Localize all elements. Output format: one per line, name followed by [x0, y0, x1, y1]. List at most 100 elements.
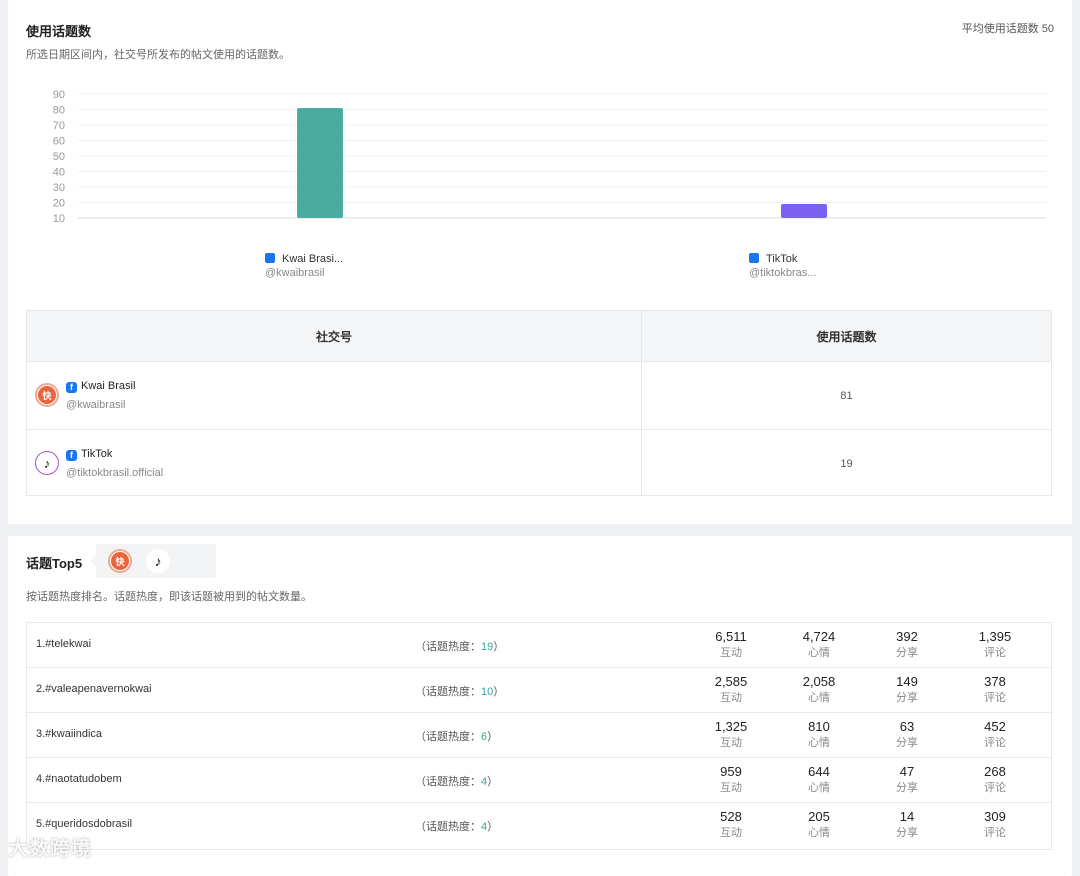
account-switcher: 快 ♪	[90, 544, 216, 578]
hashtag-count-value: 81	[840, 389, 853, 402]
metric-cell: 1,395 评论	[955, 629, 1035, 661]
metric-value: 1,395	[978, 629, 1012, 644]
metric-cell: 268 评论	[955, 764, 1035, 796]
metric-label: 评论	[984, 692, 1006, 704]
topic-name[interactable]: 5.#queridosdobrasil	[36, 818, 133, 830]
metric-cell: 959 互动	[691, 764, 771, 796]
account-name[interactable]: Kwai Brasil	[81, 380, 136, 392]
hashtag-count-value: 19	[840, 457, 853, 470]
section-title: 使用话题数	[26, 24, 92, 39]
account-handle: @tiktokbrasil.official	[66, 467, 164, 479]
metric-label: 心情	[808, 737, 830, 749]
account-handle: @kwaibrasil	[66, 399, 126, 411]
metric-label: 互动	[720, 827, 742, 839]
accounts-table: 社交号 使用话题数 快 f Kwai Brasil @kwaibrasil 81 …	[26, 310, 1052, 497]
metric-cell: 528 互动	[691, 809, 771, 841]
topic-name[interactable]: 3.#kwaiindica	[36, 728, 103, 740]
metric-value: 47	[899, 764, 915, 779]
topic-heat: （话题热度：4）	[415, 821, 499, 833]
metric-value: 528	[720, 809, 742, 824]
bar[interactable]	[297, 107, 343, 218]
y-tick-label: 70	[53, 120, 65, 132]
metric-label: 评论	[984, 647, 1006, 659]
metric-label: 分享	[896, 782, 918, 794]
metric-label: 互动	[720, 692, 742, 704]
metric-cell: 452 评论	[955, 719, 1035, 751]
x-category-label: Kwai Brasi...	[282, 253, 343, 265]
metric-cell: 392 分享	[867, 629, 947, 661]
topic-heat: （话题热度：6）	[415, 731, 499, 743]
metric-value: 2,585	[714, 674, 748, 689]
section-title: 话题Top5	[26, 556, 83, 571]
metric-cell: 644 心情	[779, 764, 859, 796]
metric-label: 评论	[984, 737, 1006, 749]
metric-value: 309	[984, 809, 1006, 824]
metric-label: 互动	[720, 647, 742, 659]
metric-value: 2,058	[802, 674, 836, 689]
facebook-icon	[749, 253, 759, 263]
hashtag-usage-card: 使用话题数 所选日期区间内，社交号所发布的帖文使用的话题数。 平均使用话题数 5…	[8, 0, 1072, 524]
table-row: 4.#naotatudobem （话题热度：4） 959 互动 644 心情 47 分享 268…	[27, 758, 1051, 803]
topic-name[interactable]: 4.#naotatudobem	[36, 773, 122, 785]
y-tick-label: 40	[53, 167, 65, 179]
metric-value: 4,724	[802, 629, 836, 644]
facebook-icon	[265, 253, 275, 263]
topic-heat: （话题热度：4）	[415, 776, 499, 788]
metric-label: 分享	[896, 737, 918, 749]
table-row: 5.#queridosdobrasil （话题热度：4） 528 互动 205 心情 14 分…	[27, 803, 1051, 848]
tiktok-logo-icon[interactable]: ♪	[146, 549, 170, 573]
facebook-icon: f	[66, 381, 77, 393]
average-hashtags-label: 平均使用话题数 50	[961, 23, 1054, 35]
metric-label: 分享	[896, 692, 918, 704]
metric-cell: 1,325 互动	[691, 719, 771, 751]
metric-label: 评论	[984, 782, 1006, 794]
metric-value: 959	[720, 764, 742, 779]
y-tick-label: 80	[53, 105, 65, 117]
tiktok-logo-icon: ♪	[35, 451, 59, 475]
metric-label: 互动	[720, 782, 742, 794]
topic-name[interactable]: 1.#telekwai	[36, 638, 92, 650]
metric-value: 63	[899, 719, 915, 734]
metric-value: 452	[984, 719, 1006, 734]
topic-name[interactable]: 2.#valeapenavernokwai	[36, 683, 152, 695]
table-row: 2.#valeapenavernokwai （话题热度：10） 2,585 互动 2,0…	[27, 668, 1051, 713]
kwai-logo-icon[interactable]: 快	[108, 549, 132, 573]
metric-cell: 47 分享	[867, 764, 947, 796]
x-handle-label: @tiktokbras...	[749, 267, 816, 279]
watermark-logo: 大数跨境	[8, 838, 92, 860]
metric-cell: 2,585 互动	[691, 674, 771, 706]
y-tick-label: 30	[53, 182, 65, 194]
kwai-logo-icon: 快	[35, 383, 59, 407]
metric-cell: 4,724 心情	[779, 629, 859, 661]
x-category-label: TikTok	[766, 253, 798, 265]
metric-cell: 309 评论	[955, 809, 1035, 841]
hashtag-bar-chart: 10 20 30 40 50 60 70 80 90 Kwai Brasi... @kwaibras…	[53, 89, 1046, 279]
metric-value: 205	[808, 809, 830, 824]
metric-value: 810	[808, 719, 830, 734]
metric-label: 心情	[808, 692, 830, 704]
metric-cell: 2,058 心情	[779, 674, 859, 706]
metric-label: 互动	[720, 737, 742, 749]
metric-value: 149	[896, 674, 918, 689]
metric-value: 392	[896, 629, 918, 644]
x-handle-label: @kwaibrasil	[265, 267, 324, 279]
y-tick-label: 90	[53, 89, 65, 101]
y-tick-label: 10	[53, 213, 65, 225]
metric-label: 评论	[984, 827, 1006, 839]
metric-label: 分享	[896, 827, 918, 839]
section-subtitle: 所选日期区间内，社交号所发布的帖文使用的话题数。	[26, 49, 290, 61]
table-header: 社交号 使用话题数	[27, 311, 1051, 362]
table-row: 1.#telekwai （话题热度：19） 6,511 互动 4,724 心情 392 分享 1…	[27, 623, 1051, 668]
topic-heat: （话题热度：19）	[415, 641, 505, 653]
metric-label: 心情	[808, 827, 830, 839]
account-name[interactable]: TikTok	[81, 448, 113, 460]
metric-value: 14	[899, 809, 915, 824]
table-row: 快 f Kwai Brasil @kwaibrasil 81	[27, 362, 1051, 430]
metric-value: 644	[808, 764, 830, 779]
topic-heat: （话题热度：10）	[415, 686, 505, 698]
bar[interactable]	[781, 204, 827, 218]
metric-cell: 14 分享	[867, 809, 947, 841]
metric-cell: 810 心情	[779, 719, 859, 751]
metric-value: 6,511	[715, 629, 747, 644]
topics-table: 1.#telekwai （话题热度：19） 6,511 互动 4,724 心情 392 分享 1…	[26, 622, 1052, 850]
